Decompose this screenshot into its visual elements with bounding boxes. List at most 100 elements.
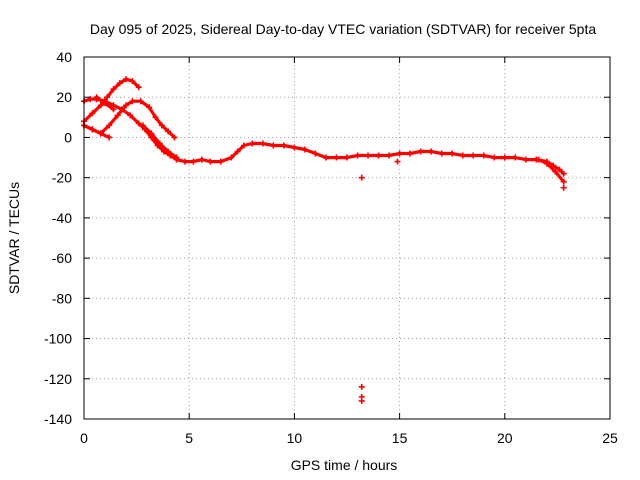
data-point: [102, 100, 109, 107]
data-point: [198, 156, 205, 163]
data-point: [344, 154, 350, 161]
data-point: [301, 146, 308, 153]
series-arc-f: [139, 122, 180, 161]
data-point: [501, 154, 508, 161]
data-point: [312, 150, 319, 157]
data-point: [375, 152, 382, 159]
series-trace: [82, 123, 111, 139]
y-tick-label: 0: [64, 129, 72, 145]
data-point: [428, 148, 435, 155]
data-point: [123, 102, 130, 109]
x-tick-labels: 0 5 10 15 20 25: [80, 430, 618, 446]
data-point: [173, 154, 180, 161]
data-point: [543, 160, 550, 167]
y-axis-label: SDTVAR / TECUs: [6, 182, 22, 294]
data-point: [97, 102, 104, 109]
data-point: [512, 154, 519, 161]
data-point: [407, 150, 414, 157]
data-point: [165, 128, 172, 135]
data-point: [358, 174, 365, 181]
data-point: [522, 156, 529, 163]
data-point: [394, 158, 401, 165]
y-tick-label: -120: [44, 371, 72, 387]
data-series: [81, 76, 567, 404]
data-point: [270, 142, 277, 149]
data-point: [129, 98, 136, 105]
data-point: [114, 112, 121, 119]
y-tick-label: -140: [44, 411, 72, 427]
data-point: [449, 150, 456, 157]
data-point: [165, 148, 172, 155]
data-point: [110, 106, 117, 113]
data-point: [89, 126, 96, 133]
series-arc-g: [535, 156, 567, 185]
data-point: [358, 397, 365, 404]
data-point: [491, 154, 498, 161]
data-point: [333, 154, 340, 161]
grid-lines: [84, 57, 610, 419]
data-point: [234, 148, 241, 155]
y-tick-label: -20: [52, 170, 72, 186]
data-point: [291, 144, 298, 151]
chart-title: Day 095 of 2025, Sidereal Day-to-day VTE…: [90, 21, 597, 37]
data-point: [146, 104, 153, 111]
y-tick-labels: 40 20 0 -20 -40 -60 -80 -100 -120 -140: [44, 49, 72, 427]
x-axis-label: GPS time / hours: [291, 457, 398, 473]
data-point: [139, 122, 146, 129]
data-point: [386, 152, 393, 159]
x-tick-label: 25: [602, 430, 618, 446]
data-point: [127, 112, 134, 119]
x-tick-label: 0: [80, 430, 88, 446]
data-point: [354, 152, 361, 159]
series-arc-c: [81, 98, 178, 141]
series-trace: [536, 158, 566, 184]
data-point: [158, 122, 165, 129]
data-point: [322, 154, 329, 161]
data-point: [249, 140, 256, 147]
x-tick-label: 15: [392, 430, 408, 446]
data-point: [156, 140, 163, 147]
data-point: [552, 168, 559, 175]
data-point: [148, 130, 155, 137]
data-point: [116, 80, 123, 87]
data-point: [358, 383, 365, 390]
data-point: [171, 134, 178, 141]
data-point: [123, 76, 130, 83]
data-point: [560, 170, 567, 177]
data-point: [259, 140, 266, 147]
y-tick-label: 40: [56, 49, 72, 65]
x-tick-label: 5: [185, 430, 193, 446]
x-tick-label: 10: [287, 430, 303, 446]
data-point: [365, 152, 372, 159]
x-tick-label: 20: [497, 430, 513, 446]
y-tick-label: -40: [52, 210, 72, 226]
data-point: [104, 94, 111, 101]
data-point: [106, 134, 113, 141]
axis-ticks: [83, 56, 611, 420]
data-point: [129, 78, 136, 85]
data-point: [280, 142, 287, 149]
series-outliers: [358, 158, 567, 404]
data-point: [438, 150, 445, 157]
series-trace: [82, 97, 566, 176]
data-point: [89, 110, 96, 117]
y-tick-label: 20: [56, 89, 72, 105]
data-point: [152, 114, 159, 121]
data-point: [417, 148, 424, 155]
data-point: [535, 156, 542, 163]
data-point: [97, 130, 104, 137]
data-point: [181, 158, 188, 165]
data-point: [110, 86, 117, 93]
data-point: [137, 98, 144, 105]
data-point: [228, 154, 235, 161]
series-arc-b: [81, 76, 142, 125]
data-point: [207, 158, 214, 165]
data-point: [87, 96, 94, 103]
data-point: [135, 120, 142, 127]
data-point: [93, 94, 100, 101]
data-point: [396, 150, 403, 157]
data-point: [470, 152, 477, 159]
plot-frame: [83, 56, 611, 420]
data-point: [106, 122, 113, 129]
